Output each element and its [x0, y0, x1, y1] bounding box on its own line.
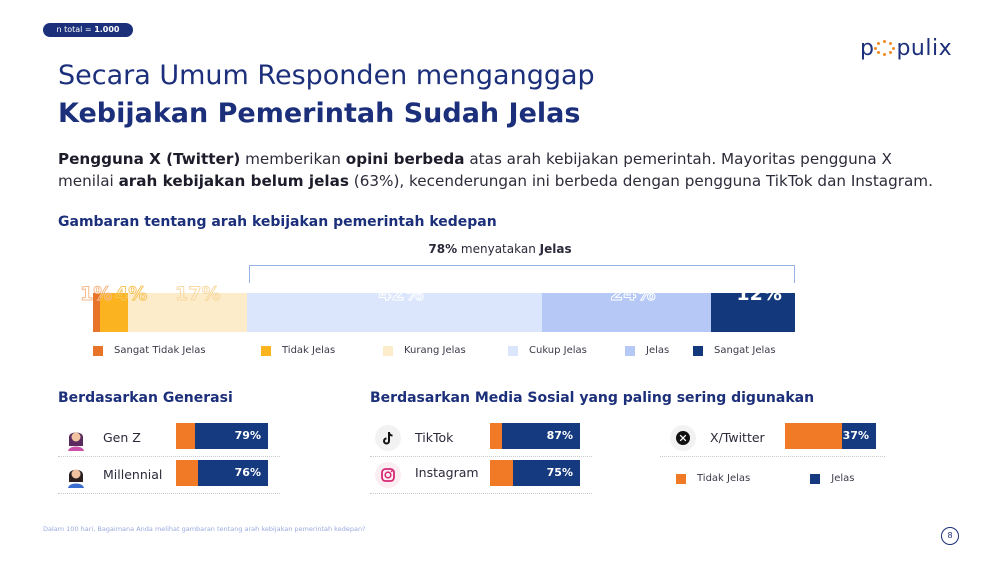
legend-sangat-jelas: Sangat Jelas — [693, 345, 776, 356]
gen-z-jelas-segment: 79% — [195, 423, 268, 449]
instagram-tidak-segment — [490, 460, 513, 486]
instagram-icon — [375, 462, 401, 488]
legend-label: Kurang Jelas — [404, 345, 466, 356]
row-x-twitter: X/Twitter 37% — [660, 421, 885, 457]
annotation-mid: menyatakan — [457, 242, 540, 256]
row-tiktok: TikTok 87% — [370, 421, 592, 457]
page-title-line1: Secara Umum Responden menganggap — [58, 60, 595, 91]
para-bold-1: Pengguna X (Twitter) — [58, 150, 241, 168]
tiktok-icon — [375, 425, 401, 451]
para-text-2: memberikan — [240, 150, 346, 168]
segment-jelas — [542, 293, 711, 332]
millennial-label: Millennial — [103, 467, 163, 482]
sample-size-prefix: n total = — [56, 25, 95, 34]
gen-z-label: Gen Z — [103, 430, 141, 445]
label-sangat-tidak-jelas: 1% — [79, 283, 113, 306]
legend-cukup-jelas: Cukup Jelas — [508, 345, 587, 356]
gen-z-tidak-segment — [176, 423, 196, 449]
page-number: 8 — [941, 527, 959, 545]
media-legend: Tidak Jelas Jelas — [676, 473, 914, 484]
instagram-label: Instagram — [415, 465, 479, 480]
sample-size-badge: n total = 1.000 — [43, 23, 133, 37]
legend-swatch — [625, 345, 635, 356]
legend-jelas: Jelas — [810, 473, 854, 484]
logo-dots-icon — [874, 39, 896, 57]
label-cukup-jelas: 42% — [378, 283, 424, 306]
x-twitter-label: X/Twitter — [710, 430, 765, 445]
gen-z-avatar-icon — [63, 425, 89, 451]
tiktok-bar: 87% — [490, 423, 580, 449]
label-sangat-jelas: 12% — [736, 283, 782, 305]
media-section-title: Berdasarkan Media Sosial yang paling ser… — [370, 390, 815, 406]
summary-paragraph: Pengguna X (Twitter) memberikan opini be… — [58, 148, 948, 192]
millennial-bar: 76% — [176, 460, 268, 486]
overall-chart-title: Gambaran tentang arah kebijakan pemerint… — [58, 214, 497, 230]
instagram-bar: 75% — [490, 460, 580, 486]
segment-kurang-jelas — [128, 293, 248, 332]
tiktok-jelas-segment: 87% — [501, 423, 580, 449]
question-footnote: Dalam 100 hari, Bagaimana Anda melihat g… — [43, 525, 366, 533]
x-twitter-jelas-segment: 37% — [842, 423, 876, 449]
segment-tidak-jelas — [100, 293, 129, 332]
tiktok-tidak-segment — [490, 423, 502, 449]
para-text-4: atas arah kebijakan pemerintah. Mayorita… — [58, 150, 892, 190]
x-twitter-tidak-segment — [785, 423, 843, 449]
populix-logo: p pulix — [860, 36, 952, 61]
legend-label: Jelas — [646, 345, 670, 356]
jelas-bracket — [249, 265, 795, 283]
para-text-6: (63%), kecenderungan ini berbeda dengan … — [348, 172, 933, 190]
legend-tidak-jelas: Tidak Jelas — [261, 345, 335, 356]
label-jelas: 24% — [610, 283, 656, 306]
legend-swatch — [508, 345, 518, 356]
annotation-word: Jelas — [539, 242, 572, 256]
row-millennial: Millennial 76% — [58, 458, 280, 494]
millennial-avatar-icon — [63, 462, 89, 488]
segment-cukup-jelas — [247, 293, 543, 332]
overall-stacked-bar — [93, 293, 795, 332]
logo-left-text: p — [860, 36, 875, 61]
legend-tidak-jelas: Tidak Jelas — [676, 473, 750, 484]
para-bold-3: opini berbeda — [345, 150, 465, 168]
generation-section-title: Berdasarkan Generasi — [58, 390, 233, 406]
legend-swatch — [93, 345, 103, 356]
para-bold-5: arah kebijakan belum jelas — [118, 172, 349, 190]
legend-sangat-tidak-jelas: Sangat Tidak Jelas — [93, 345, 206, 356]
sample-size-value: 1.000 — [94, 25, 120, 34]
segment-sangat-jelas — [710, 293, 795, 332]
legend-label-tidak: Tidak Jelas — [697, 473, 751, 484]
legend-swatch — [383, 345, 393, 356]
legend-jelas: Jelas — [625, 345, 669, 356]
instagram-jelas-segment: 75% — [512, 460, 580, 486]
annotation-pct: 78% — [428, 242, 458, 256]
label-tidak-jelas: 4% — [114, 283, 148, 306]
legend-swatch — [261, 345, 271, 356]
x-twitter-bar: 37% — [785, 423, 876, 449]
row-gen-z: Gen Z 79% — [58, 421, 280, 457]
legend-swatch-jelas — [810, 473, 821, 484]
gen-z-bar: 79% — [176, 423, 268, 449]
x-twitter-icon — [670, 425, 696, 451]
tiktok-label: TikTok — [415, 430, 454, 445]
segment-sangat-tidak-jelas — [93, 293, 101, 332]
legend-label: Sangat Jelas — [714, 345, 776, 356]
legend-kurang-jelas: Kurang Jelas — [383, 345, 466, 356]
legend-label: Sangat Tidak Jelas — [114, 345, 206, 356]
millennial-jelas-segment: 76% — [198, 460, 268, 486]
jelas-annotation: 78% menyatakan Jelas — [380, 242, 620, 256]
legend-label: Tidak Jelas — [282, 345, 336, 356]
page-title-line2: Kebijakan Pemerintah Sudah Jelas — [58, 98, 581, 129]
row-instagram: Instagram 75% — [370, 458, 592, 494]
label-kurang-jelas: 17% — [174, 283, 221, 306]
millennial-tidak-segment — [176, 460, 199, 486]
legend-label-jelas: Jelas — [831, 473, 855, 484]
legend-label: Cukup Jelas — [529, 345, 587, 356]
logo-right-text: pulix — [896, 36, 953, 61]
legend-swatch — [693, 345, 703, 356]
legend-swatch-tidak — [676, 473, 686, 484]
